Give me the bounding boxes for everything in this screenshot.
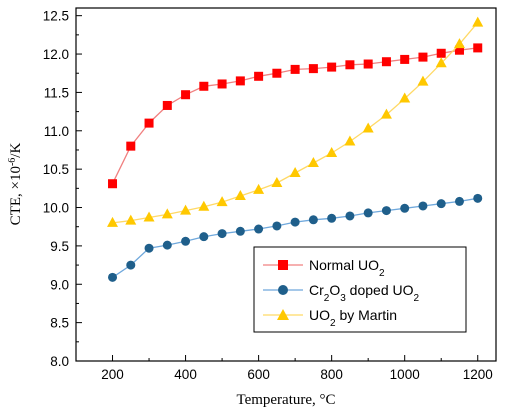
data-point [125, 214, 137, 225]
y-tick-label: 10.5 [43, 162, 69, 177]
data-point [126, 141, 136, 151]
data-point [161, 208, 173, 219]
data-point [381, 57, 391, 67]
data-point [108, 179, 118, 189]
series-layer [107, 16, 484, 282]
data-point [290, 217, 300, 227]
data-point [326, 147, 338, 158]
data-point [454, 196, 464, 206]
data-point [199, 232, 209, 242]
legend-marker-circle [278, 285, 288, 295]
data-point [399, 92, 411, 103]
data-point [217, 229, 227, 239]
data-point [400, 203, 410, 213]
data-point [473, 193, 483, 203]
y-tick-label: 12.0 [43, 47, 69, 62]
data-point [327, 62, 337, 72]
x-tick-label: 1200 [463, 367, 493, 382]
data-point [162, 100, 172, 110]
x-axis-title: Temperature, °C [236, 392, 335, 408]
data-point [344, 135, 356, 146]
data-point [181, 236, 191, 246]
data-point [271, 176, 283, 187]
data-point [473, 43, 483, 53]
data-point [400, 54, 410, 64]
data-point [254, 71, 264, 81]
data-point [472, 16, 484, 27]
y-tick-label: 12.5 [43, 9, 69, 24]
data-point [289, 166, 301, 177]
x-tick-label: 600 [247, 367, 270, 382]
data-point [107, 216, 119, 227]
series-1 [108, 193, 483, 282]
data-point [126, 260, 136, 270]
data-point [453, 38, 465, 49]
x-tick-label: 800 [320, 367, 343, 382]
data-point [234, 190, 246, 201]
data-point [418, 201, 428, 211]
y-tick-label: 8.5 [50, 316, 69, 331]
data-point [381, 206, 391, 216]
data-point [436, 199, 446, 209]
data-point [327, 213, 337, 223]
data-point [143, 211, 155, 222]
legend-marker-square [278, 260, 288, 270]
legend-label-normal: Normal UO2 [309, 257, 385, 279]
data-point [272, 221, 282, 231]
data-point [217, 79, 227, 89]
x-tick-label: 1000 [390, 367, 420, 382]
data-point [235, 226, 245, 236]
data-point [290, 64, 300, 74]
plot-frame [75, 7, 497, 362]
data-point [307, 157, 319, 168]
y-tick-label: 8.0 [50, 354, 69, 369]
legend-label-martin: UO2 by Martin [309, 307, 397, 329]
y-tick-label: 10.0 [43, 201, 69, 216]
data-point [235, 76, 245, 86]
y-tick-label: 11.0 [44, 124, 69, 139]
data-point [253, 183, 265, 194]
data-point [199, 81, 209, 91]
y-tick-label: 9.0 [50, 277, 69, 292]
data-point [345, 211, 355, 221]
legend-marker-triangle [277, 309, 289, 320]
data-point [345, 60, 355, 70]
legend: Normal UO2 Cr2O3 doped UO2 UO2 by Martin [253, 246, 467, 333]
y-axis-title: CTE, ×10-6/K [7, 143, 25, 226]
legend-label-cr2o3: Cr2O3 doped UO2 [309, 282, 420, 304]
data-point [181, 90, 191, 100]
data-point [418, 52, 428, 62]
data-point [198, 200, 210, 211]
data-point [362, 122, 374, 133]
data-point [108, 272, 118, 282]
data-point [380, 108, 392, 119]
axis-ticks: 200 400 600 800 1000 1200 8.0 8.5 9.0 9.5 10.0 10.5… [43, 9, 493, 382]
data-point [417, 75, 429, 86]
data-point [162, 240, 172, 250]
data-point [308, 64, 318, 74]
y-tick-label: 9.5 [50, 239, 69, 254]
data-point [435, 57, 447, 68]
data-point [144, 243, 154, 253]
data-point [144, 118, 154, 128]
data-point [363, 59, 373, 69]
data-point [254, 224, 264, 234]
data-point [363, 208, 373, 218]
data-point [308, 215, 318, 225]
data-point [272, 68, 282, 78]
x-tick-label: 400 [174, 367, 197, 382]
data-point [216, 196, 228, 207]
y-tick-label: 11.5 [44, 85, 69, 100]
series-0 [108, 43, 483, 189]
data-point [454, 45, 464, 55]
data-point [436, 48, 446, 58]
x-tick-label: 200 [101, 367, 124, 382]
data-point [180, 204, 192, 215]
series-2 [107, 16, 484, 227]
